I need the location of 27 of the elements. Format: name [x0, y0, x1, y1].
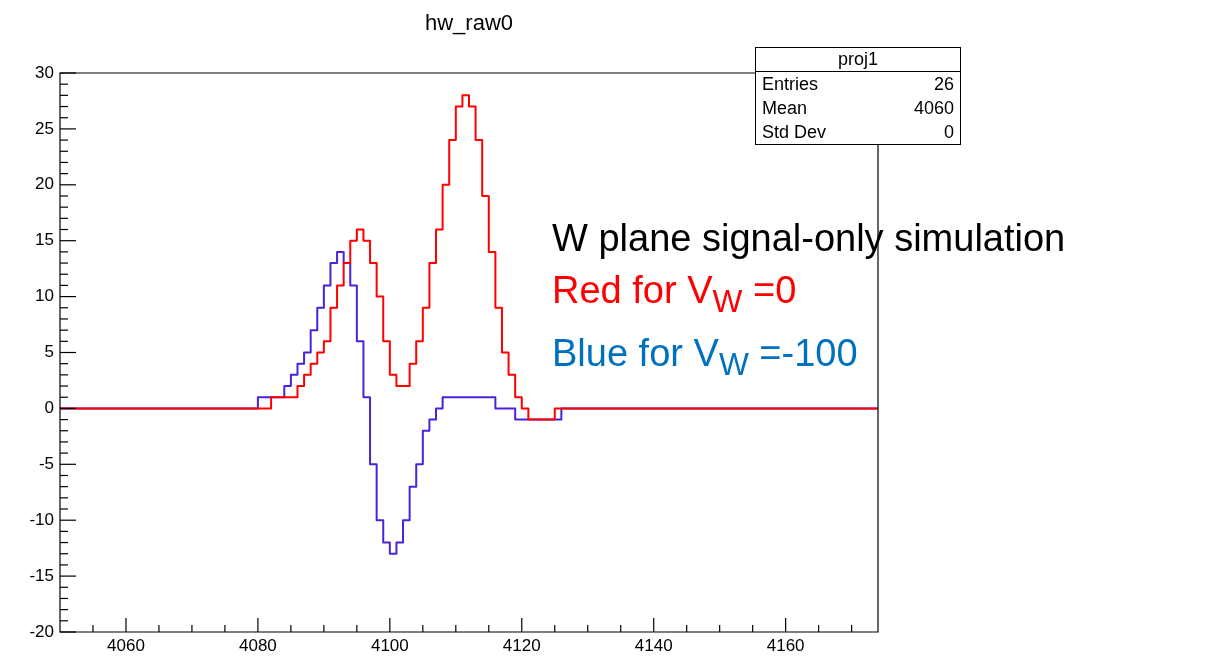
annotation: Blue for V$_{W}$ =-100: [552, 330, 859, 384]
x-tick-label: 4100: [370, 635, 409, 655]
x-tick-label: 4140: [634, 635, 673, 655]
annotation: Std Dev: [762, 121, 827, 143]
y-tick-label: 30: [35, 62, 54, 82]
text: 4060: [913, 97, 954, 119]
text: 0: [943, 121, 954, 143]
x-tick-label: 4120: [502, 635, 541, 655]
y-tick-label: 10: [35, 286, 54, 306]
y-tick-label: 20: [35, 174, 54, 194]
x-tick-label: 4160: [766, 635, 805, 655]
annotation: Entries: [762, 73, 819, 95]
annotation: Red for V$_{W}$ =0: [552, 268, 798, 321]
y-tick-label: -20: [29, 621, 54, 641]
text: 26: [933, 73, 954, 95]
x-tick-label: 4080: [238, 635, 277, 655]
x-tick-label: 4060: [107, 635, 145, 655]
y-tick-label: 5: [44, 342, 54, 362]
y-tick-label: -15: [29, 565, 54, 585]
y-tick-label: -5: [38, 453, 54, 473]
text: proj1: [756, 48, 960, 72]
y-tick-label: 15: [35, 230, 54, 250]
annotation: Mean: [762, 97, 808, 119]
chart-title: hw_raw0: [423, 10, 514, 36]
y-tick-label: 0: [44, 398, 54, 418]
y-tick-label: 25: [35, 118, 54, 138]
y-tick-label: -10: [29, 509, 54, 529]
